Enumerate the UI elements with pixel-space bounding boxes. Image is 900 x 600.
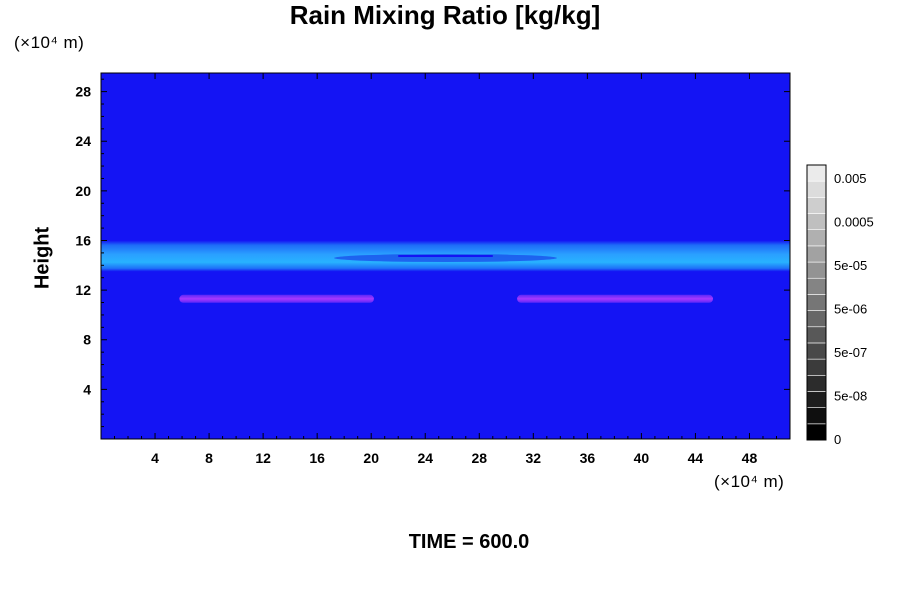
- y-tick-label: 12: [75, 282, 91, 298]
- y-tick-label: 16: [75, 232, 91, 248]
- colorbar-level: [806, 277, 827, 295]
- y-tick-label: 24: [75, 133, 91, 149]
- rain-streak-2: [517, 294, 713, 303]
- colorbar-level: [806, 213, 827, 231]
- y-tick-label: 28: [75, 84, 91, 100]
- x-tick-label: 48: [742, 450, 758, 466]
- colorbar-label: 5e-08: [834, 389, 867, 404]
- x-tick-label: 44: [688, 450, 704, 466]
- colorbar-label: 5e-06: [834, 302, 867, 317]
- colorbar-label: 5e-07: [834, 345, 867, 360]
- plot-frame: [100, 72, 791, 440]
- x-tick-label: 36: [580, 450, 596, 466]
- x-tick-label: 24: [417, 450, 433, 466]
- colorbar-level: [806, 294, 827, 311]
- colorbar-level: [806, 164, 827, 182]
- chart-title: Rain Mixing Ratio [kg/kg]: [289, 0, 601, 30]
- colorbar-label: 0.0005: [834, 215, 874, 230]
- colorbar-level: [806, 245, 827, 263]
- colorbar-label: 5e-05: [834, 258, 867, 273]
- rain-streak-1: [179, 294, 374, 303]
- colorbar-label: 0.005: [834, 171, 867, 186]
- band-dip: [334, 254, 557, 262]
- colorbar-level: [806, 197, 827, 214]
- y-axis-unit: (×10⁴ m): [14, 33, 85, 52]
- colorbar-level: [806, 407, 827, 425]
- colorbar-level: [806, 310, 827, 328]
- colorbar-level: [806, 180, 827, 198]
- x-tick-label: 16: [309, 450, 325, 466]
- colorbar-level: [806, 374, 827, 392]
- x-tick-label: 40: [634, 450, 650, 466]
- colorbar-frame: [806, 164, 827, 441]
- colorbar-level: [806, 261, 827, 279]
- colorbar-level: [806, 391, 827, 408]
- colorbar-level: [806, 423, 827, 441]
- colorbar-level: [806, 326, 827, 344]
- x-tick-label: 4: [151, 450, 159, 466]
- x-tick-label: 20: [363, 450, 379, 466]
- colorbar-label: 0: [834, 432, 841, 447]
- y-tick-label: 4: [83, 381, 91, 397]
- colorbar-level: [806, 229, 827, 247]
- x-tick-label: 32: [526, 450, 542, 466]
- y-tick-label: 20: [75, 183, 91, 199]
- x-axis-unit: (×10⁴ m): [714, 472, 785, 491]
- x-tick-label: 8: [205, 450, 213, 466]
- colorbar-level: [806, 358, 827, 376]
- y-tick-label: 8: [83, 332, 91, 348]
- colorbar-level: [806, 342, 827, 360]
- time-label: TIME = 600.0: [408, 531, 530, 553]
- x-tick-label: 12: [255, 450, 271, 466]
- x-tick-label: 28: [471, 450, 487, 466]
